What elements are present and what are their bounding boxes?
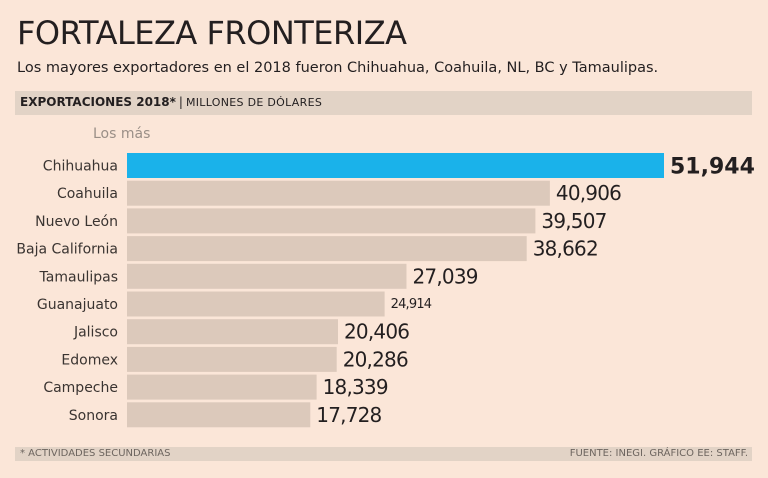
group-label: Los más [93,126,151,142]
bar-6 [127,319,338,345]
bar-0 [127,153,664,178]
value-label: 18,339 [323,375,388,399]
bar-2 [127,208,536,234]
bar-4 [127,263,407,289]
chart-subtitle: Los mayores exportadores en el 2018 fuer… [17,60,659,76]
value-label: 20,286 [343,347,408,371]
category-label: Campeche [43,380,118,396]
category-label: Chihuahua [43,159,118,175]
chart-title: FORTALEZA FRONTERIZA [17,14,407,52]
bar-9 [127,402,311,428]
footnote: * ACTIVIDADES SECUNDARIAS [20,448,171,459]
bar-7 [127,346,337,372]
band-label-bold: EXPORTACIONES 2018* [20,95,176,109]
category-label: Baja California [16,242,118,258]
bar-3 [127,236,527,262]
value-label: 20,406 [344,320,409,344]
source-credit: FUENTE: INEGI. GRÁFICO EE: STAFF. [569,448,748,459]
footer-band: * ACTIVIDADES SECUNDARIAS FUENTE: INEGI.… [15,447,752,461]
chart-header-band: EXPORTACIONES 2018* | MILLONES DE DÓLARES [15,91,752,115]
category-label: Edomex [61,352,118,368]
category-label: Guanajuato [37,297,118,313]
value-label: 40,906 [556,181,621,205]
value-label: 38,662 [533,237,598,261]
value-label: 27,039 [413,264,478,288]
category-label: Jalisco [73,325,118,341]
bar-5 [127,291,385,317]
value-label: 17,728 [316,403,381,427]
value-label: 39,507 [541,209,606,233]
band-separator: | [178,95,183,109]
band-label: EXPORTACIONES 2018* | MILLONES DE DÓLARES [20,95,322,109]
value-label: 51,944 [670,155,755,180]
band-unit: MILLONES DE DÓLARES [185,96,323,109]
category-label: Coahuila [57,186,118,202]
category-label: Tamaulipas [39,269,118,285]
category-label: Sonora [69,408,118,424]
value-label: 24,914 [391,297,432,312]
bar-8 [127,374,317,400]
category-label: Nuevo León [35,214,118,230]
bar-1 [127,180,550,206]
